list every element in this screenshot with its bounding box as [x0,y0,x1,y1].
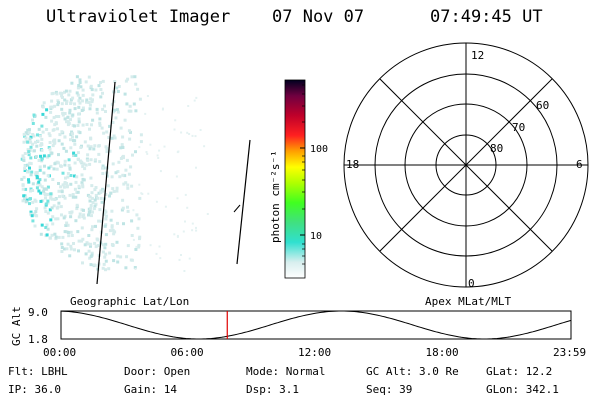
colorbar-unit-label: photon cm⁻²s⁻¹ [269,150,282,243]
status-filter: Flt: LBHL [8,365,68,378]
colorbar-tick-100: 100 [310,144,328,155]
limb-line [236,139,251,265]
status-seq: Seq: 39 [366,383,413,396]
status-glon: GLon: 342.1 [486,383,559,396]
status-dsp: Dsp: 3.1 [246,383,299,396]
mlt-label-18: 18 [346,158,359,171]
terminator-line [96,81,116,285]
altitude-curve [60,310,572,340]
orbit-xtick-label: 23:59 [553,346,586,359]
status-ip: IP: 36.0 [8,383,61,396]
orbit-plot-frame [60,310,572,340]
status-door: Door: Open [124,365,191,378]
orbit-ytick-bottom: 1.8 [28,333,48,346]
colorbar-tick-10: 10 [310,231,322,242]
time-label: 07:49:45 UT [430,7,543,27]
orbit-right-title: Apex MLat/MLT [425,295,511,308]
status-mode: Mode: Normal [246,365,326,378]
colorbar: 100 10 photon cm⁻²s⁻¹ [269,79,328,279]
limb-tick [233,204,241,213]
orbit-left-title: Geographic Lat/Lon [70,295,189,308]
instrument-title: Ultraviolet Imager [46,7,231,27]
orbit-ytick-top: 9.0 [28,306,48,319]
colorbar-gradient [284,79,306,279]
status-glat: GLat: 12.2 [486,365,553,378]
lat-label-60: 60 [536,99,549,112]
lat-label-70: 70 [512,121,525,134]
mlt-label-6: 6 [576,158,583,171]
mlt-label-12: 12 [471,49,484,62]
lat-label-80: 80 [490,142,503,155]
orbit-xtick-label: 12:00 [298,346,331,359]
date-label: 07 Nov 07 [272,7,365,27]
orbit-ylabel: GC Alt [10,306,23,346]
orbit-xtick-label: 18:00 [426,346,459,359]
orbit-xtick-label: 06:00 [171,346,204,359]
orbit-xtick-label: 00:00 [43,346,76,359]
status-gain: Gain: 14 [124,383,177,396]
mlt-label-0: 0 [468,277,475,290]
status-gc-alt: GC Alt: 3.0 Re [366,365,459,378]
auroral-emission-speckle [20,75,209,272]
